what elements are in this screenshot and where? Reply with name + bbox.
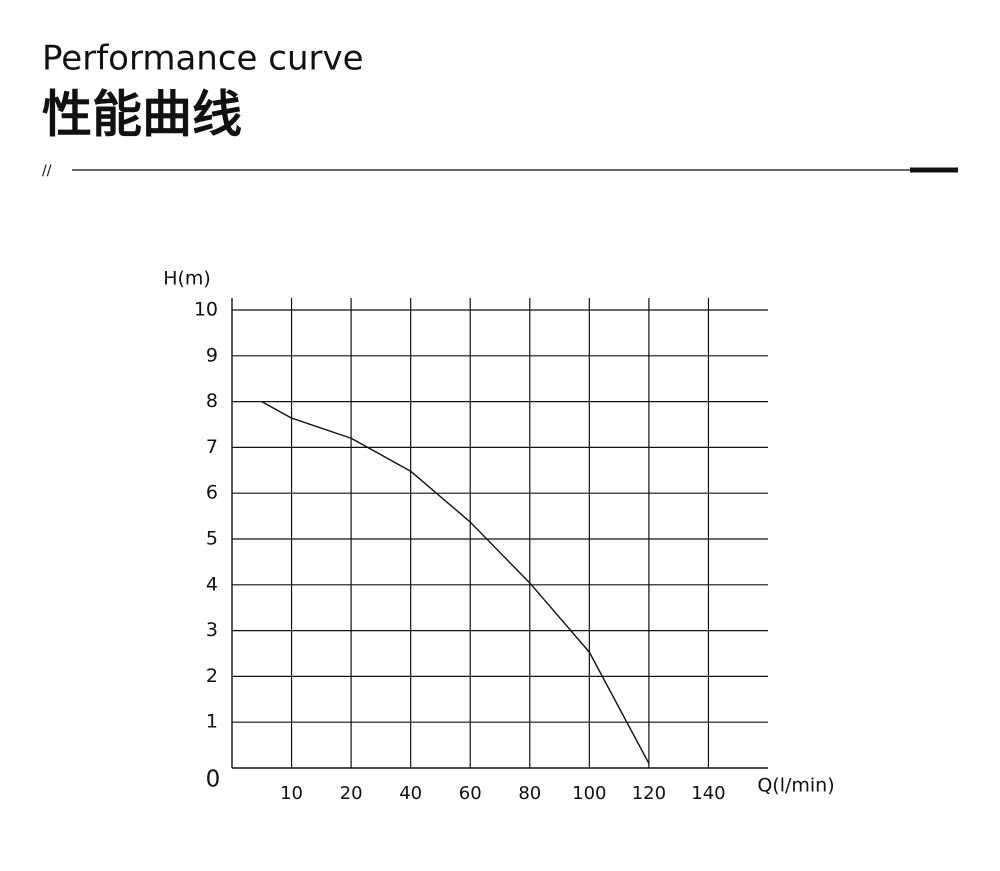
x-tick-label: 60 [459, 783, 482, 804]
header-title: Performance curve [42, 39, 364, 79]
header-subtitle: 性能曲线 [42, 86, 242, 144]
x-tick-label: 20 [340, 783, 363, 804]
y-tick-label: 4 [206, 573, 218, 595]
y-tick-label: 8 [206, 390, 218, 412]
x-tick-label: 80 [518, 783, 541, 804]
y-tick-label: 6 [206, 482, 218, 504]
y-tick-label: 7 [206, 436, 218, 458]
x-tick-label: 100 [572, 783, 606, 804]
x-axis-label: Q(l/min) [757, 775, 834, 797]
y-tick-label: 2 [206, 665, 218, 687]
y-tick-label: 0 [206, 767, 221, 793]
curve [261, 400, 650, 764]
y-tick-label: 9 [206, 344, 218, 366]
x-tick-label: 120 [632, 783, 666, 804]
x-tick-label: 140 [691, 783, 725, 804]
x-tick-label: 40 [399, 783, 422, 804]
y-axis-label: H(m) [163, 268, 211, 290]
y-tick-label: 1 [206, 711, 218, 733]
y-tick-label: 10 [194, 299, 218, 321]
y-tick-label: 5 [206, 528, 218, 550]
y-tick-label: 3 [206, 619, 218, 641]
x-tick-label: 10 [280, 783, 303, 804]
divider-mark: // [42, 163, 52, 179]
